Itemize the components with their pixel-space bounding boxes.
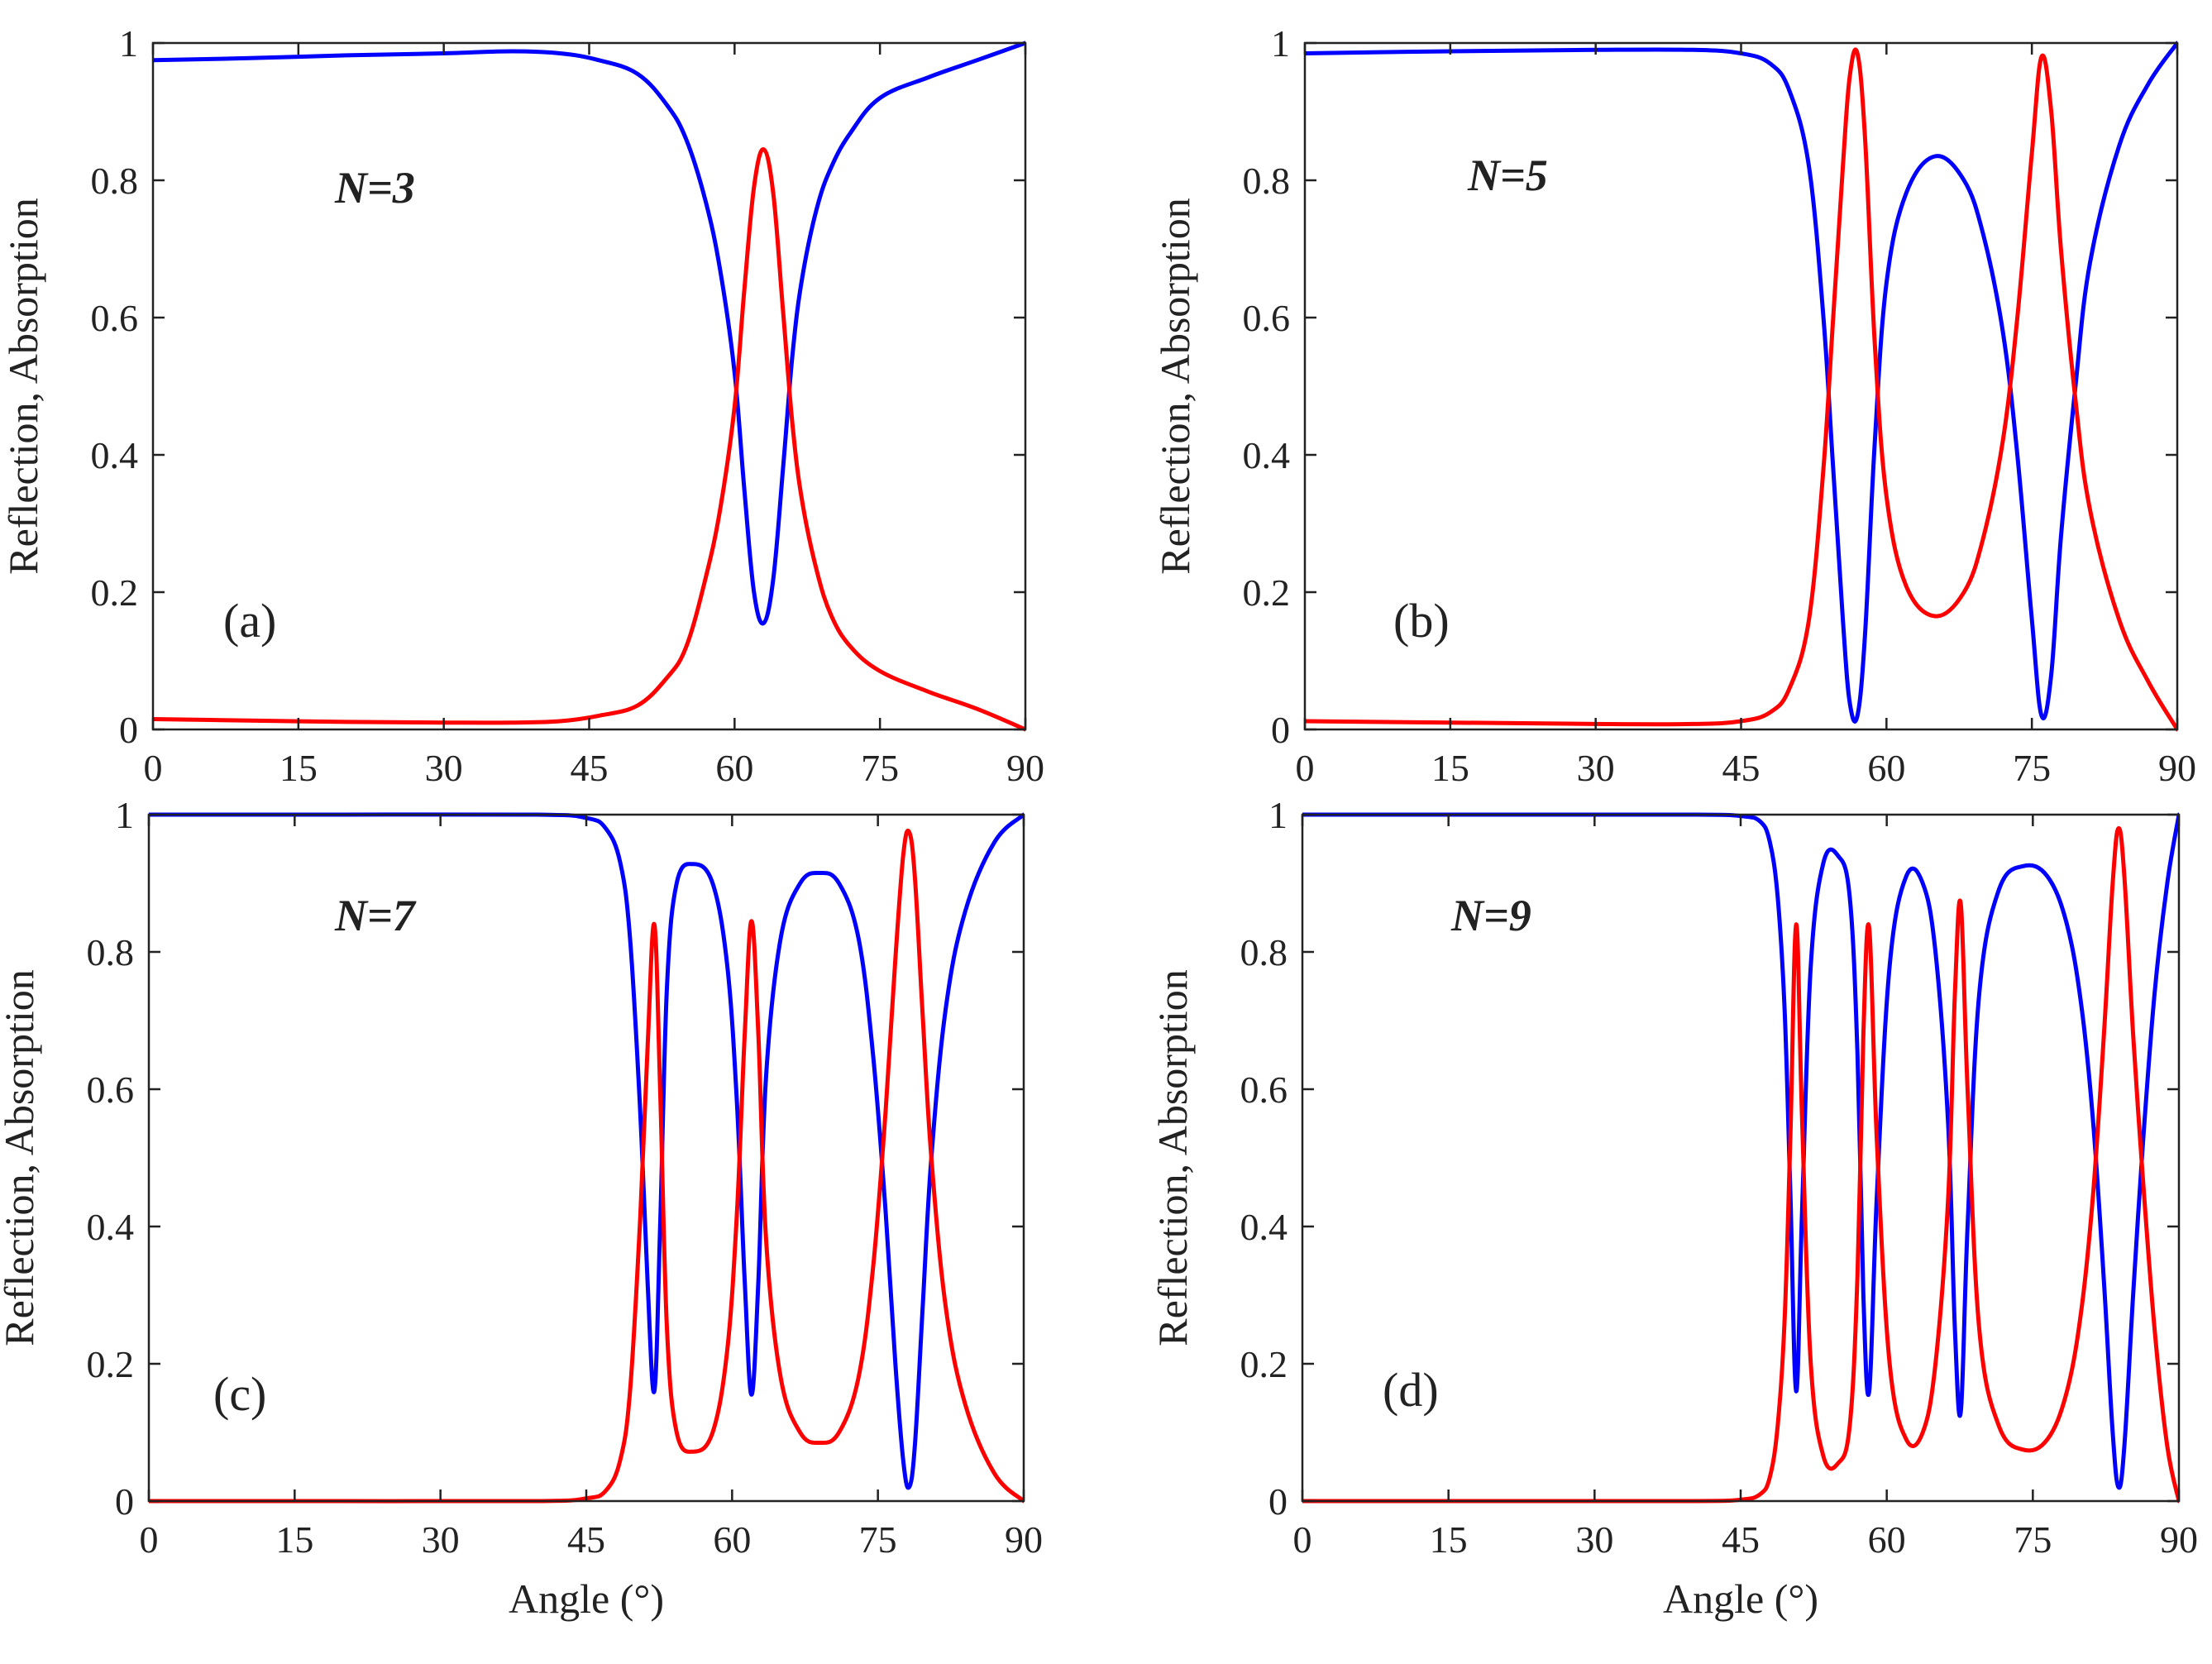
series-absorption-line [153, 147, 1025, 732]
y-tick-label: 0 [119, 709, 138, 751]
plot-frame [151, 41, 1027, 731]
panel-letter: (c) [213, 1367, 266, 1421]
series-absorption-line [149, 829, 1024, 1504]
x-tick-label: 15 [279, 747, 318, 789]
layer-count-annotation: N=5 [1467, 151, 1548, 200]
x-tick-label: 15 [1430, 1518, 1468, 1561]
panel-letter: (b) [1393, 594, 1450, 648]
y-tick-label: 1 [1268, 794, 1288, 836]
x-tick-label: 0 [144, 747, 163, 789]
panel-d: 0 15 30 45 60 75 90 0 0.2 0.4 0.6 0.8 1 Reflection, A… [1149, 794, 2198, 1622]
y-tick-label: 1 [1271, 22, 1290, 65]
y-tick-label: 0.6 [87, 1069, 135, 1111]
y-tick-label: 0.2 [87, 1343, 135, 1385]
layer-count-annotation: N=3 [334, 163, 415, 213]
layer-count-annotation: N=7 [334, 891, 417, 940]
x-tick-label: 60 [1868, 1518, 1906, 1561]
y-axis-label: Reflection, Absorption [0, 198, 46, 575]
x-tick-label: 90 [1005, 1518, 1043, 1561]
y-tick-label: 0 [115, 1480, 134, 1523]
y-tick-label: 0.4 [1243, 434, 1291, 476]
x-tick-label: 45 [571, 747, 609, 789]
panel-c: 0 15 30 45 60 75 90 0 0.2 0.4 0.6 0.8 1 Reflection, A… [0, 794, 1043, 1622]
panel-a: 0 15 30 45 60 75 90 0 0.2 0.4 0.6 0.8 1 Reflection, A… [0, 22, 1044, 789]
y-tick-label: 0.6 [91, 297, 139, 339]
x-axis-label: Angle (°) [509, 1576, 664, 1622]
y-axis-label: Reflection, Absorption [1149, 969, 1196, 1346]
y-tick-label: 0 [1271, 709, 1290, 751]
y-tick-label: 0 [1268, 1480, 1288, 1523]
x-tick-label: 45 [1722, 747, 1761, 789]
y-axis-label: Reflection, Absorption [0, 969, 42, 1346]
y-tick-label: 0.2 [91, 571, 139, 614]
x-tick-label: 90 [2160, 1518, 2198, 1561]
y-tick-label: 0.8 [87, 931, 135, 973]
x-tick-label: 60 [713, 1518, 751, 1561]
y-tick-label: 0.4 [87, 1206, 135, 1248]
y-tick-label: 0.4 [1240, 1206, 1288, 1248]
x-tick-label: 90 [2158, 747, 2196, 789]
x-tick-label: 75 [861, 747, 899, 789]
plot-frame [147, 813, 1025, 1503]
x-tick-label: 0 [1296, 747, 1315, 789]
x-tick-label: 90 [1006, 747, 1044, 789]
x-tick-label: 30 [1577, 747, 1615, 789]
panel-letter: (d) [1383, 1363, 1439, 1417]
x-tick-label: 0 [1293, 1518, 1312, 1561]
y-tick-label: 0.8 [1240, 931, 1288, 973]
y-tick-label: 1 [119, 22, 138, 65]
x-tick-label: 45 [567, 1518, 605, 1561]
y-tick-label: 0.6 [1240, 1069, 1288, 1111]
series-reflection-line [153, 41, 1025, 626]
y-tick-label: 1 [115, 794, 134, 836]
x-tick-label: 45 [1722, 1518, 1760, 1561]
y-tick-label: 0.4 [91, 434, 139, 476]
x-tick-label: 75 [2014, 1518, 2052, 1561]
series-reflection-line [1305, 41, 2177, 724]
panel-b: 0 15 30 45 60 75 90 0 0.2 0.4 0.6 0.8 1 Reflection, A… [1152, 22, 2196, 789]
y-tick-label: 0.8 [91, 160, 139, 202]
panel-letter: (a) [223, 594, 276, 648]
x-tick-label: 60 [715, 747, 753, 789]
layer-count-annotation: N=9 [1450, 891, 1531, 940]
y-tick-label: 0.2 [1243, 571, 1291, 614]
y-tick-label: 0.8 [1243, 160, 1291, 202]
x-tick-label: 30 [425, 747, 463, 789]
y-axis-label: Reflection, Absorption [1152, 198, 1198, 575]
x-tick-label: 0 [140, 1518, 159, 1561]
x-tick-label: 60 [1867, 747, 1905, 789]
y-tick-label: 0.2 [1240, 1343, 1288, 1385]
x-tick-label: 15 [275, 1518, 313, 1561]
series-reflection-line [149, 812, 1024, 1490]
series-reflection-line [1302, 812, 2179, 1490]
x-axis-label: Angle (°) [1663, 1576, 1818, 1622]
x-tick-label: 75 [859, 1518, 897, 1561]
series-absorption-line [1305, 47, 2177, 732]
x-tick-label: 30 [1575, 1518, 1613, 1561]
x-tick-label: 30 [422, 1518, 460, 1561]
y-tick-label: 0.6 [1243, 297, 1291, 339]
x-tick-label: 75 [2013, 747, 2051, 789]
series-absorption-line [1302, 826, 2179, 1504]
x-tick-label: 15 [1431, 747, 1469, 789]
